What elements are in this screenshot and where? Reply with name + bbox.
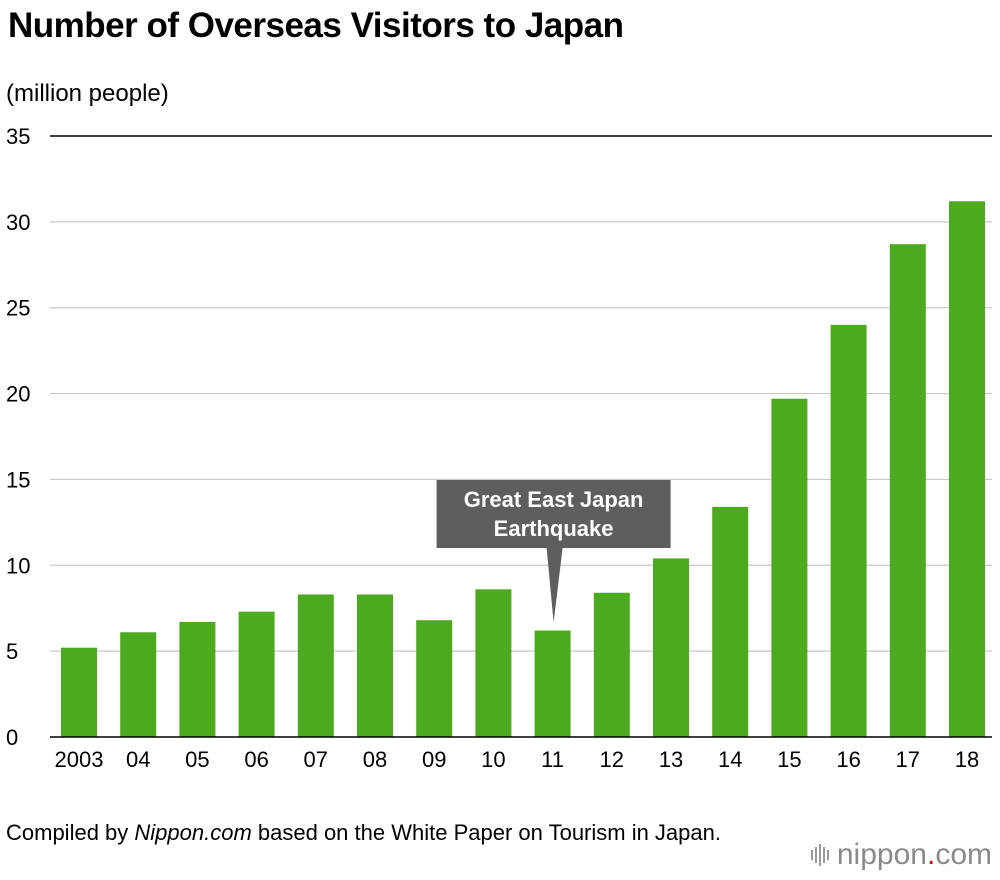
chart-title: Number of Overseas Visitors to Japan [8,6,624,45]
y-axis-unit-label: (million people) [6,80,169,107]
logo-mark-icon [810,844,829,866]
y-tick-label: 15 [6,467,30,492]
source-prefix: Compiled by [6,820,135,845]
bar-17 [889,244,926,737]
logo-tld: com [935,838,992,871]
bar-15 [771,398,808,737]
bar-04 [120,632,157,737]
x-tick-label: 2003 [55,747,104,772]
x-tick-label: 08 [363,747,387,772]
source-publisher: Nippon.com [134,820,252,845]
x-tick-label: 10 [481,747,505,772]
callout-pointer [546,548,563,623]
callout-text: Earthquake [494,516,614,541]
callout-box [436,480,671,548]
bar-09 [416,620,453,737]
logo-dot: . [926,838,936,871]
bar-2003 [61,647,97,737]
bar-06 [238,611,275,737]
bar-18 [949,201,985,737]
logo-name: nippon [836,838,927,871]
y-tick-label: 20 [6,382,30,407]
x-tick-label: 18 [955,747,979,772]
x-tick-label: 05 [185,747,209,772]
bar-14 [712,506,749,737]
bar-07 [297,594,334,737]
source-note: Compiled by Nippon.com based on the Whit… [6,818,726,848]
x-tick-label: 16 [836,747,860,772]
bar-11 [534,630,571,737]
bar-05 [179,621,216,737]
x-tick-label: 07 [304,747,328,772]
x-tick-label: 06 [244,747,268,772]
source-suffix: based on the White Paper on Tourism in J… [251,820,721,845]
y-tick-label: 35 [6,124,30,149]
x-tick-label: 04 [126,747,150,772]
y-tick-label: 10 [6,553,30,578]
nippon-logo: nippon. com [810,838,992,872]
x-tick-label: 13 [659,747,683,772]
y-tick-label: 5 [6,639,18,664]
y-tick-label: 0 [6,725,18,750]
x-tick-label: 15 [777,747,801,772]
x-tick-label: 14 [718,747,742,772]
x-tick-label: 12 [600,747,624,772]
bar-16 [830,324,867,737]
bar-13 [653,558,689,737]
x-tick-label: 17 [896,747,920,772]
bar-12 [593,592,630,737]
bar-08 [357,594,393,737]
y-tick-label: 25 [6,296,30,321]
y-tick-label: 30 [6,210,30,235]
callout-text: Great East Japan [464,487,644,512]
x-tick-label: 09 [422,747,446,772]
bar-10 [475,589,512,737]
x-tick-label: 11 [541,747,564,772]
